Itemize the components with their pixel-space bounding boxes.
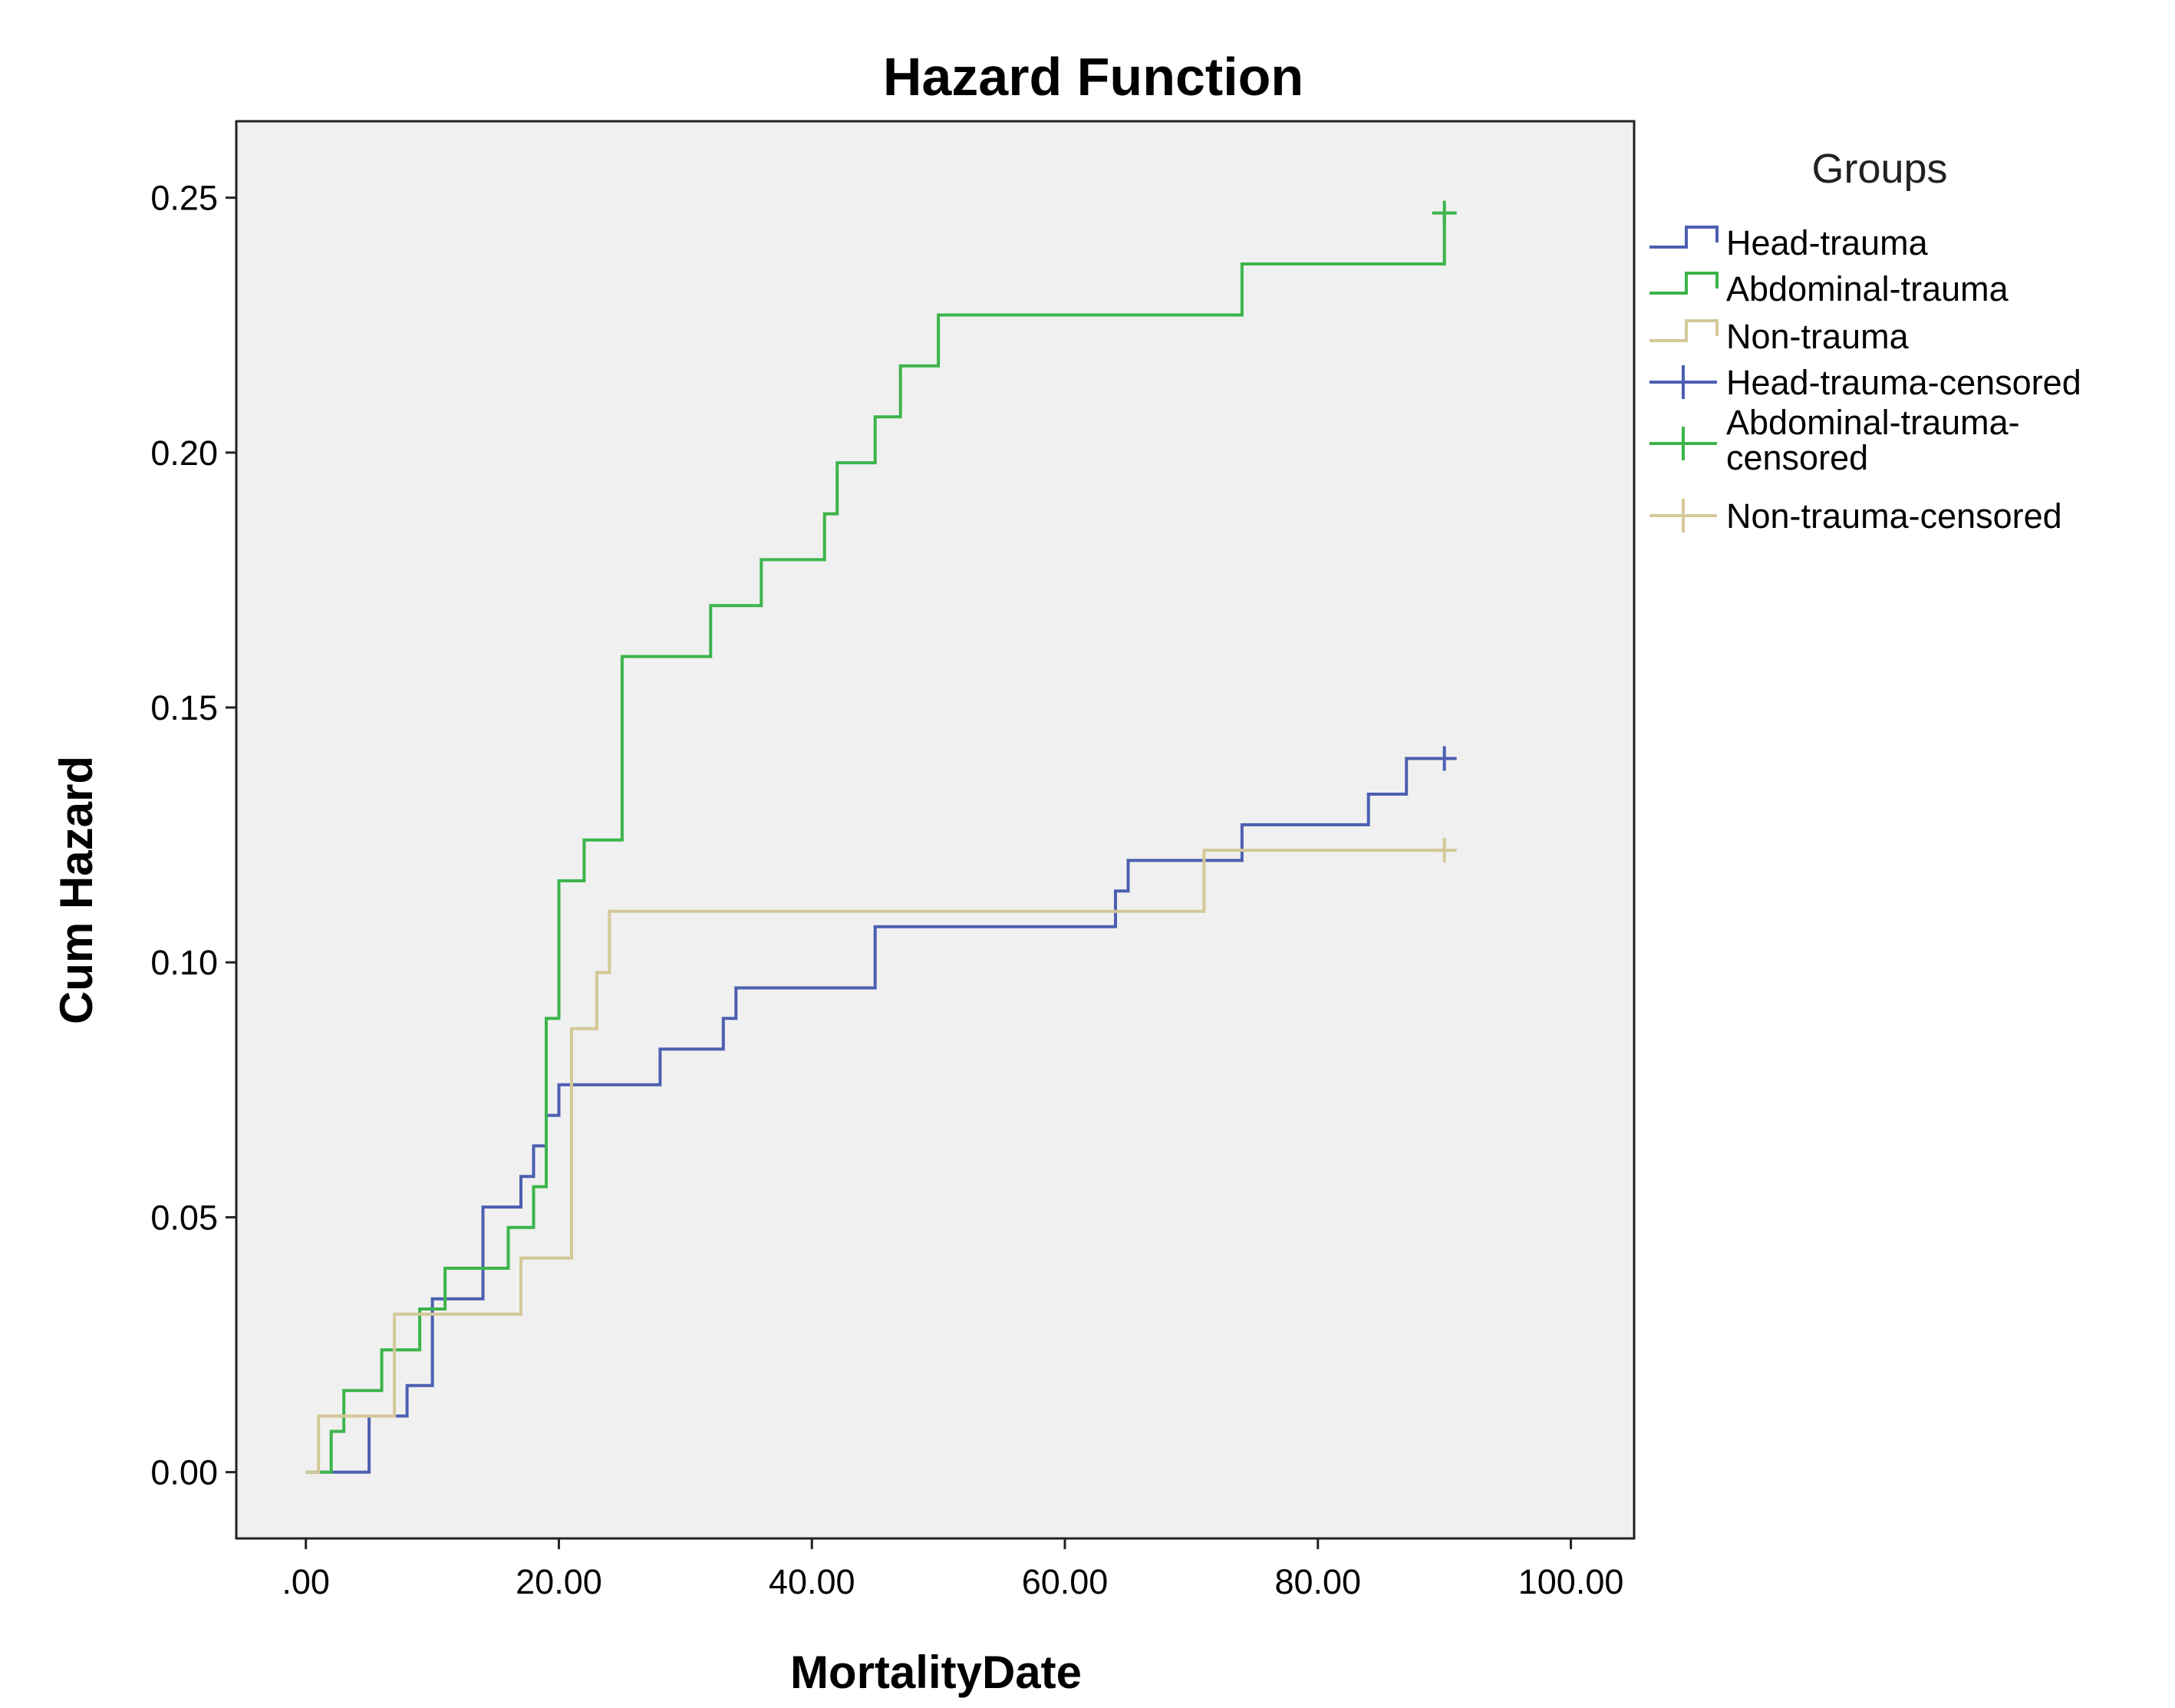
legend-item-non-trauma: Non-trauma — [1649, 317, 1910, 356]
legend-label: Non-trauma-censored — [1726, 496, 2062, 536]
censor-mark-abdominal-trauma — [1432, 200, 1457, 226]
legend-swatch — [1649, 272, 1719, 295]
x-axis-label: MortalityDate — [790, 1647, 1082, 1698]
legend-label: Abdominal-trauma — [1726, 269, 2009, 308]
legend-item-non-trauma-censored: Non-trauma-censored — [1649, 496, 2062, 536]
legend-swatch — [1649, 226, 1719, 249]
legend-item-head-trauma: Head-trauma — [1649, 223, 1929, 262]
y-axis: 0.00 0.05 0.10 0.15 0.20 0.25 — [150, 179, 236, 1492]
legend-item-abdominal-trauma-censored: Abdominal-trauma-censored — [1649, 403, 2020, 477]
legend-item-head-trauma-censored: Head-trauma-censored — [1649, 363, 2081, 402]
legend-swatch — [1649, 319, 1719, 342]
x-tick-label: 100.00 — [1518, 1562, 1624, 1601]
y-tick-label: 0.05 — [150, 1198, 218, 1237]
legend-label: Abdominal-trauma- — [1726, 403, 2020, 442]
y-axis-label: Cum Hazard — [51, 756, 102, 1024]
y-tick-label: 0.25 — [150, 179, 218, 218]
legend-title: Groups — [1811, 146, 1947, 192]
x-axis: .00 20.00 40.00 60.00 80.00 100.00 — [282, 1538, 1623, 1601]
x-tick-label: 60.00 — [1022, 1562, 1109, 1601]
legend-label: Non-trauma — [1726, 317, 1910, 356]
censor-mark-head-trauma — [1432, 746, 1457, 771]
y-tick-label: 0.15 — [150, 688, 218, 727]
series-line-non-trauma — [305, 849, 1445, 1474]
x-tick-label: .00 — [282, 1562, 330, 1601]
series-layer — [305, 200, 1457, 1474]
censor-mark-non-trauma — [1432, 838, 1457, 863]
chart-title: Hazard Function — [883, 47, 1303, 107]
plot-area — [235, 120, 1636, 1540]
legend-label: Head-trauma-censored — [1726, 363, 2081, 402]
legend-label: censored — [1726, 438, 1868, 477]
legend-item-abdominal-trauma: Abdominal-trauma — [1649, 269, 2009, 308]
series-line-abdominal-trauma — [305, 213, 1446, 1474]
x-tick-label: 20.00 — [516, 1562, 602, 1601]
y-tick-label: 0.00 — [150, 1453, 218, 1492]
x-tick-label: 40.00 — [769, 1562, 855, 1601]
x-tick-label: 80.00 — [1274, 1562, 1361, 1601]
legend: Groups Head-trauma Abdominal-trauma Non-tr… — [1649, 146, 2081, 536]
legend-label: Head-trauma — [1726, 223, 1929, 262]
y-tick-label: 0.10 — [150, 943, 218, 982]
y-tick-label: 0.20 — [150, 434, 218, 473]
